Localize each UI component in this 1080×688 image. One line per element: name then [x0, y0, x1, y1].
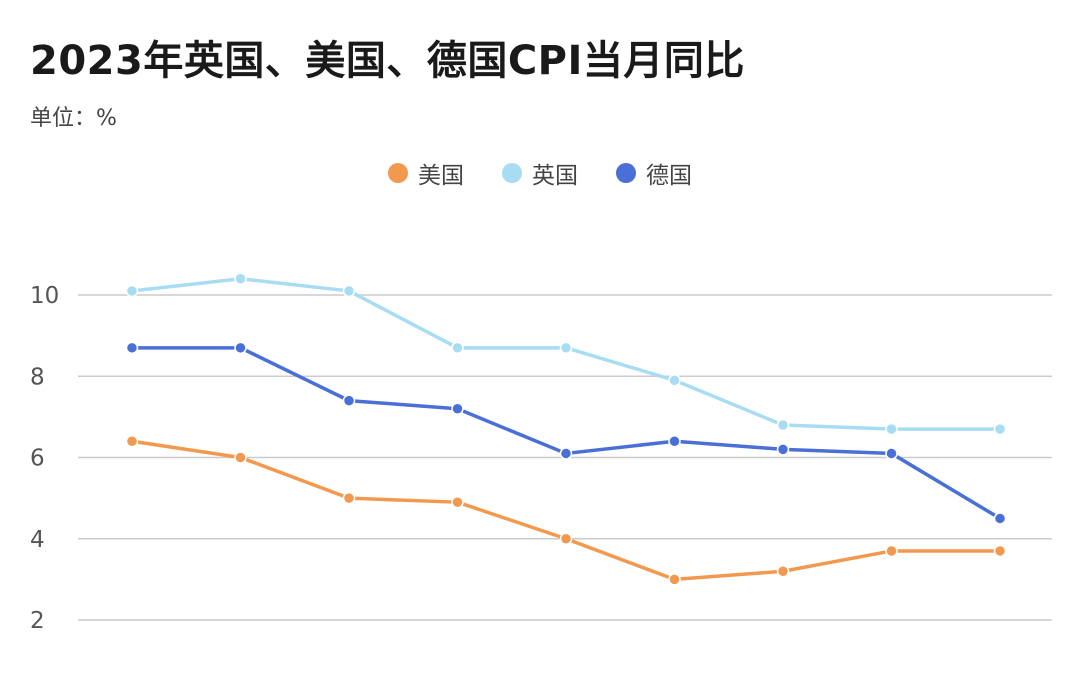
y-tick-label-2: 2	[30, 608, 45, 634]
data-point-us-4	[451, 495, 464, 509]
data-point-us-2	[234, 451, 247, 464]
unit-label: 单位：%	[30, 106, 117, 131]
data-point-uk-7	[776, 418, 790, 432]
y-tick-label-6: 6	[30, 446, 45, 472]
series-line-de	[130, 346, 1002, 521]
data-point-us-7	[776, 565, 790, 578]
legend-item-us[interactable]: 美国	[388, 156, 464, 190]
data-point-us-3	[342, 491, 356, 505]
legend-label-us: 美国	[418, 163, 464, 189]
data-point-de-1	[125, 341, 139, 355]
data-point-uk-5	[559, 341, 573, 355]
legend-item-de[interactable]: 德国	[616, 156, 692, 190]
y-tick-label-10: 10	[30, 283, 59, 309]
data-point-de-6	[668, 435, 681, 448]
data-point-de-8	[885, 447, 898, 460]
data-point-us-9	[993, 544, 1007, 558]
data-point-de-2	[234, 341, 247, 355]
data-point-de-5	[559, 447, 573, 460]
y-tick-label-4: 4	[30, 527, 45, 553]
data-point-us-6	[668, 573, 681, 586]
chart-title: 2023年英国、美国、德国CPI当月同比	[30, 38, 745, 84]
data-point-uk-3	[342, 284, 356, 298]
data-point-us-1	[125, 435, 139, 448]
data-point-de-9	[993, 512, 1007, 525]
legend-marker-uk	[502, 163, 522, 183]
data-point-uk-6	[668, 374, 681, 387]
legend-item-uk[interactable]: 英国	[502, 156, 578, 190]
data-point-de-4	[451, 402, 464, 415]
data-point-uk-4	[451, 341, 464, 355]
legend: 美国 英国 德国	[0, 156, 1080, 190]
data-point-us-5	[559, 532, 573, 545]
data-point-de-7	[776, 443, 790, 456]
data-point-uk-8	[885, 422, 898, 436]
data-point-uk-9	[993, 422, 1007, 436]
legend-label-uk: 英国	[532, 163, 578, 189]
y-tick-label-8: 8	[30, 364, 45, 390]
data-point-uk-2	[234, 272, 247, 285]
data-point-uk-1	[125, 284, 139, 298]
legend-marker-us	[388, 163, 408, 183]
data-point-us-8	[885, 544, 898, 558]
data-point-de-3	[342, 394, 356, 407]
series-line-us	[130, 439, 1002, 582]
legend-label-de: 德国	[646, 163, 692, 189]
legend-marker-de	[616, 163, 636, 183]
